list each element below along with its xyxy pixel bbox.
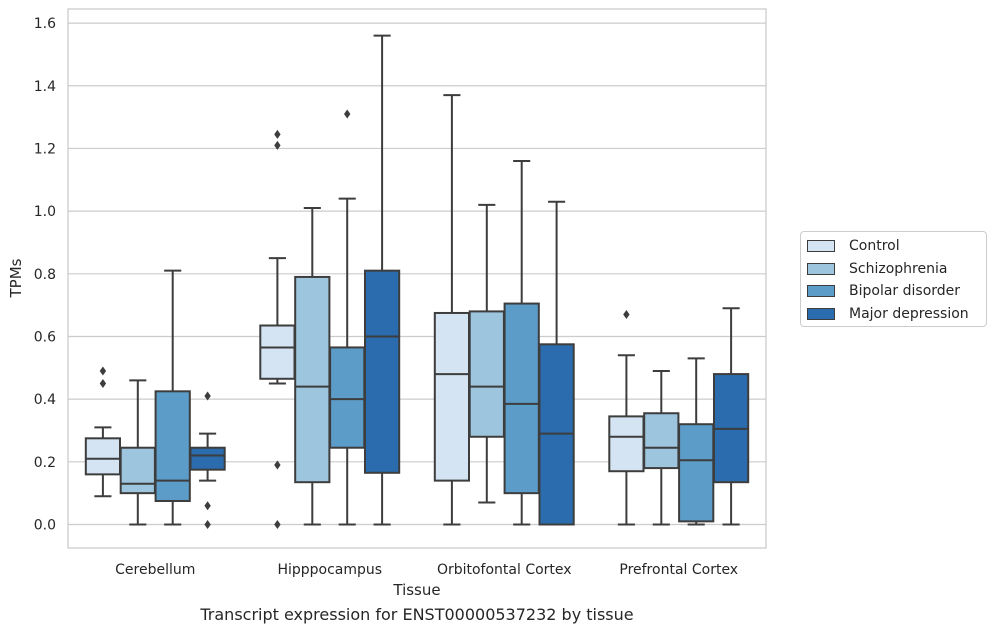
legend-item: Control: [807, 235, 986, 258]
x-tick-label: Hipppocampus: [277, 562, 382, 578]
box: [119, 446, 156, 495]
box-group: [294, 206, 331, 526]
outlier-point: [204, 391, 211, 401]
y-tick-label: 0.6: [34, 329, 56, 345]
legend-swatch: [807, 240, 835, 253]
box: [294, 275, 331, 484]
box: [189, 446, 226, 471]
x-tick-label: Prefrontal Cortex: [619, 562, 738, 578]
y-tick-label: 1.6: [34, 16, 56, 32]
legend-swatch: [807, 285, 835, 298]
box: [468, 310, 505, 438]
legend-label: Bipolar disorder: [849, 283, 961, 300]
box-group: [643, 369, 680, 526]
outlier-point: [274, 519, 281, 529]
outlier-point: [274, 129, 281, 139]
outlier-point: [204, 501, 211, 511]
y-tick-labels: 0.0 0.2 0.4 0.6 0.8 1.0 1.2 1.4 1.6: [34, 16, 56, 533]
x-tick-label: Orbitofontal Cortex: [437, 562, 572, 578]
y-tick-label: 1.4: [34, 79, 56, 95]
legend-item: Schizophrenia: [807, 258, 986, 281]
boxes: [84, 34, 750, 529]
box-group: [433, 94, 471, 526]
x-tick-labels: Cerebellum Hipppocampus Orbitofontal Corte…: [115, 562, 738, 578]
y-tick-label: 0.2: [34, 455, 56, 471]
box-group: [503, 159, 540, 526]
box: [643, 412, 680, 470]
box: [329, 346, 366, 449]
y-tick-label: 0.0: [34, 517, 56, 533]
box-group: [84, 366, 122, 498]
box: [259, 324, 296, 380]
legend-label: Major depression: [849, 305, 969, 322]
y-tick-label: 0.8: [34, 267, 56, 283]
box-group: [468, 203, 505, 504]
chart-caption: Transcript expression for ENST0000053723…: [200, 605, 634, 624]
outlier-point: [274, 460, 281, 470]
x-tick-label: Cerebellum: [115, 562, 195, 578]
outlier-point: [623, 310, 630, 320]
legend: Control Schizophrenia Bipolar disorder Majo…: [800, 231, 987, 327]
y-tick-label: 1.2: [34, 141, 56, 157]
outlier-point: [99, 366, 107, 376]
box-group: [329, 109, 366, 526]
y-tick-label: 1.0: [34, 204, 56, 220]
legend-item: Bipolar disorder: [807, 280, 986, 303]
box-group: [712, 307, 750, 526]
box-group: [119, 379, 156, 526]
box-group: [678, 357, 715, 526]
outlier-point: [344, 109, 351, 119]
box-group: [538, 200, 575, 526]
legend-swatch: [807, 307, 835, 320]
box-group: [259, 129, 296, 529]
box-group: [154, 269, 191, 526]
y-tick-label: 0.4: [34, 392, 56, 408]
box: [363, 269, 401, 474]
box-group: [363, 34, 401, 526]
y-axis-label: TPMs: [7, 258, 25, 298]
box: [608, 415, 645, 473]
legend-label: Control: [849, 238, 900, 255]
box: [154, 390, 191, 502]
outlier-point: [204, 519, 211, 529]
legend-item: Major depression: [807, 303, 986, 326]
legend-label: Schizophrenia: [849, 260, 948, 277]
outlier-point: [274, 140, 281, 150]
box-group: [608, 310, 645, 526]
box-group: [189, 391, 226, 529]
plot-frame: [67, 8, 767, 549]
legend-swatch: [807, 262, 835, 275]
x-axis-label: Tissue: [392, 581, 440, 599]
box: [678, 423, 715, 523]
box: [84, 437, 122, 476]
outlier-point: [99, 378, 107, 388]
box: [503, 302, 540, 495]
box: [433, 311, 471, 482]
